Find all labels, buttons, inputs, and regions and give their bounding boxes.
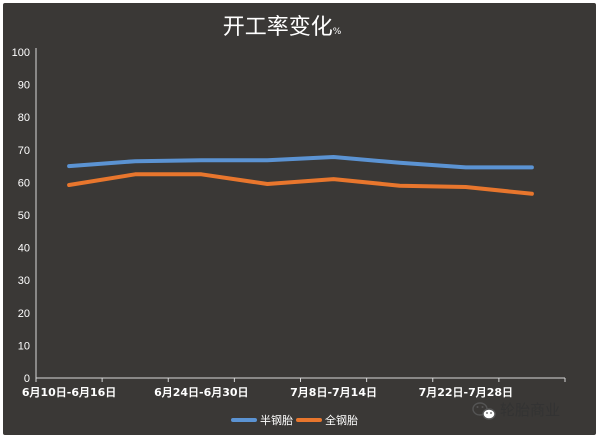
y-tick-label: 70: [18, 145, 30, 157]
y-tick-label: 20: [18, 308, 30, 320]
y-tick-label: 90: [18, 80, 30, 92]
watermark-text: 轮胎商业: [500, 401, 560, 419]
watermark: 轮胎商业: [472, 401, 560, 420]
legend-label: 全钢胎: [325, 413, 358, 427]
series-line: [67, 155, 534, 170]
x-tick-label: 6月10日-6月16日: [22, 386, 117, 399]
x-axis: 6月10日-6月16日 6月24日-6月30日 7月8日-7月14日 7月22日-7月…: [22, 386, 513, 399]
legend: 半钢胎 全钢胎: [231, 413, 358, 427]
x-tick-label: 7月22日-7月28日: [419, 386, 514, 399]
series-line: [67, 172, 534, 196]
chart-title: 开工率变化%: [223, 15, 342, 40]
y-tick-label: 100: [12, 47, 30, 59]
series-lines: [67, 155, 534, 196]
chart-frame: [3, 3, 596, 435]
x-tick-label: 7月8日-7月14日: [290, 386, 377, 399]
y-tick-label: 80: [18, 112, 30, 124]
axes: [35, 48, 566, 382]
y-tick-label: 0: [24, 373, 30, 385]
wechat-icon: [472, 402, 496, 420]
x-tick-label: 6月24日-6月30日: [154, 386, 249, 399]
legend-label: 半钢胎: [260, 413, 293, 427]
y-tick-label: 60: [18, 177, 30, 189]
y-tick-label: 40: [18, 243, 30, 255]
y-axis: 0 10 20 30 40 50 60 70 80 90 100: [12, 47, 30, 385]
y-tick-label: 30: [18, 275, 30, 287]
y-tick-label: 10: [18, 340, 30, 352]
y-tick-label: 50: [18, 210, 30, 222]
